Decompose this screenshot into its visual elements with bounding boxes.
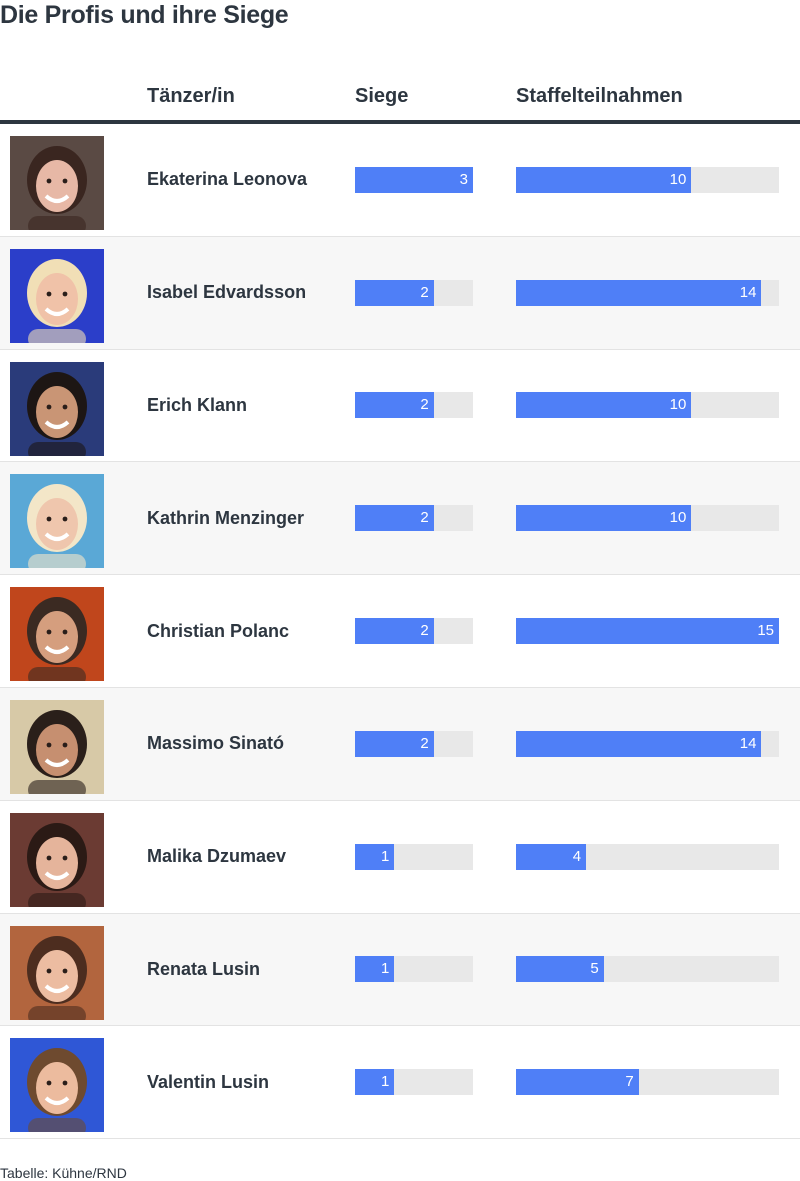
table-row: Renata Lusin 1 5 [0,913,800,1027]
dancer-photo [10,812,104,907]
seasons-bar-track: 10 [516,392,779,419]
wins-value-label: 1 [380,960,390,978]
wins-bar: 2 [355,505,434,532]
wins-bar-track: 2 [355,392,473,419]
seasons-bar-track: 14 [516,730,779,757]
seasons-bar-track: 5 [516,956,779,983]
column-header-wins: Siege [355,85,409,107]
wins-value-label: 2 [420,734,429,752]
wins-value-label: 1 [380,847,390,865]
seasons-bar-track: 7 [516,1069,779,1096]
wins-value-label: 2 [420,283,429,301]
seasons-bar: 15 [516,618,779,645]
seasons-bar: 10 [516,505,692,532]
table-row: Ekaterina Leonova 3 10 [0,124,800,237]
table-row: Valentin Lusin 1 7 [0,1026,800,1140]
seasons-bar: 14 [516,730,762,757]
dancer-photo [10,925,104,1020]
wins-bar-track: 1 [355,843,473,870]
wins-value-label: 2 [420,396,429,414]
wins-bar: 2 [355,730,434,757]
dancer-photo [10,587,104,682]
seasons-value-label: 4 [572,847,582,865]
seasons-value-label: 7 [625,1073,634,1091]
wins-bar-track: 2 [355,279,473,306]
source-note: Tabelle: Kühne/RND [0,1165,127,1181]
seasons-bar: 10 [516,166,692,193]
seasons-value-label: 10 [669,396,687,414]
table-row: Massimo Sinató 2 14 [0,687,800,801]
wins-value-label: 2 [420,509,429,527]
wins-bar-track: 1 [355,1069,473,1096]
table-row: Malika Dzumaev 1 4 [0,801,800,914]
wins-bar-track: 2 [355,505,473,532]
wins-value-label: 1 [380,1073,390,1091]
wins-bar-track: 2 [355,618,473,645]
dancer-photo [10,474,104,569]
dancer-name: Valentin Lusin [147,1071,270,1092]
dancer-photo [10,361,104,456]
dancer-photo [10,248,104,343]
wins-value-label: 2 [420,622,429,640]
seasons-bar-track: 15 [516,618,779,645]
seasons-bar-track: 10 [516,505,779,532]
seasons-bar: 5 [516,956,604,983]
table-row: Christian Polanc 2 15 [0,575,800,688]
column-header-dancer: Tänzer/in [147,85,235,107]
table-row: Erich Klann 2 10 [0,350,800,463]
dancer-name: Isabel Edvardsson [147,282,307,303]
wins-bar: 1 [355,956,395,983]
seasons-value-label: 5 [590,960,599,978]
wins-bar: 2 [355,279,434,306]
seasons-bar: 4 [516,843,587,870]
dancer-name: Malika Dzumaev [147,846,287,867]
wins-bar: 2 [355,618,434,645]
seasons-bar-track: 4 [516,843,779,870]
seasons-bar-track: 10 [516,166,779,193]
wins-bar: 3 [355,166,473,193]
seasons-value-label: 14 [739,734,757,752]
column-header-seasons: Staffelteilnahmen [516,85,683,107]
seasons-value-label: 14 [739,283,757,301]
wins-bar-track: 3 [355,166,473,193]
dancer-name: Renata Lusin [147,958,261,979]
dancer-photo [10,136,104,230]
wins-bar-track: 2 [355,730,473,757]
wins-bar: 2 [355,392,434,419]
dancer-name: Erich Klann [147,394,248,415]
dancer-name: Massimo Sinató [147,733,285,754]
chart-title: Die Profis und ihre Siege [0,1,289,29]
wins-bar: 1 [355,1069,395,1096]
seasons-value-label: 10 [669,170,687,188]
dancer-name: Kathrin Menzinger [147,507,305,528]
wins-bar-track: 1 [355,956,473,983]
table-header: Tänzer/in Siege Staffelteilnahmen [0,72,800,124]
table-row: Isabel Edvardsson 2 14 [0,236,800,350]
dancer-name: Ekaterina Leonova [147,169,308,190]
seasons-bar: 10 [516,392,692,419]
dancer-photo [10,1038,104,1133]
seasons-value-label: 10 [669,509,687,527]
seasons-bar-track: 14 [516,279,779,306]
wins-value-label: 3 [459,170,468,188]
wins-bar: 1 [355,843,395,870]
seasons-bar: 7 [516,1069,639,1096]
seasons-value-label: 15 [757,622,774,640]
dancer-name: Christian Polanc [147,620,290,641]
dancer-photo [10,699,104,794]
table-body: Ekaterina Leonova 3 10 Isabel Edvardsson 2 14… [0,124,800,1140]
seasons-bar: 14 [516,279,762,306]
table-row: Kathrin Menzinger 2 10 [0,462,800,576]
